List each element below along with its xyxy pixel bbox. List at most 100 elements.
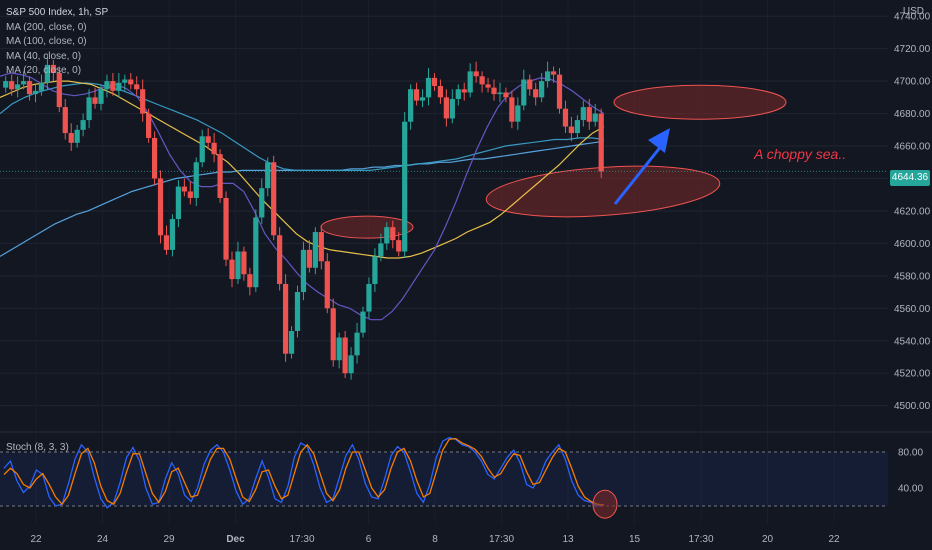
candle-body xyxy=(151,137,158,179)
price-tick-label: 4740.00 xyxy=(894,12,931,23)
candle-body xyxy=(437,86,444,98)
candle-body xyxy=(294,292,301,332)
candle-body xyxy=(467,71,473,93)
candle-body xyxy=(479,76,485,85)
candle-body xyxy=(253,217,259,288)
candle-body xyxy=(503,92,509,98)
candle-body xyxy=(461,89,467,93)
candle-body xyxy=(396,240,402,252)
candle-body xyxy=(348,355,354,374)
stoch-band xyxy=(0,452,888,506)
candle-body xyxy=(562,108,569,127)
time-axis[interactable]: 22 24 29 Dec 17:30 6 8 17:30 13 15 17:30 20 22 xyxy=(30,534,840,545)
candle-body xyxy=(449,98,455,119)
candle-body xyxy=(169,219,176,250)
candle-body xyxy=(32,90,39,95)
price-tick-label: 4660.00 xyxy=(894,142,931,153)
stoch-tick-label: 80.00 xyxy=(898,448,923,459)
candle-body xyxy=(187,191,193,198)
candle-body xyxy=(360,311,366,333)
candle-body xyxy=(140,89,146,114)
candle-body xyxy=(193,162,199,198)
ma-200-label[interactable]: MA (200, close, 0) xyxy=(6,21,87,33)
candle-body xyxy=(217,154,223,198)
candle-body xyxy=(533,89,539,98)
candle-body xyxy=(229,259,235,280)
price-tick-label: 4700.00 xyxy=(894,77,931,88)
time-tick-label: 8 xyxy=(432,534,438,545)
time-tick-label: 22 xyxy=(30,534,42,545)
candle-body xyxy=(223,197,229,260)
highlight-ellipse-target xyxy=(613,84,787,120)
stoch-line-d xyxy=(3,437,605,506)
candle-body xyxy=(175,186,182,220)
candle-body xyxy=(390,227,396,241)
ma-40-label[interactable]: MA (40, close, 0) xyxy=(6,50,82,62)
candle-body xyxy=(26,81,33,95)
time-tick-label: Dec xyxy=(226,534,245,545)
price-tick-label: 4620.00 xyxy=(894,206,931,217)
candlesticks xyxy=(3,55,604,380)
candle-body xyxy=(378,243,384,257)
price-tick-label: 4600.00 xyxy=(894,239,931,250)
candle-body xyxy=(473,71,479,77)
candle-body xyxy=(455,89,461,99)
candle-body xyxy=(68,133,74,143)
candle-body xyxy=(44,64,51,83)
candle-body xyxy=(515,105,521,122)
candle-body xyxy=(408,89,414,122)
candle-body xyxy=(80,120,86,130)
candle-body xyxy=(580,107,586,121)
candle-body xyxy=(98,89,104,104)
price-tick-label: 4560.00 xyxy=(894,304,931,315)
annotation-text: A choppy sea.. xyxy=(754,146,847,162)
time-tick-label: 13 xyxy=(562,534,574,545)
candle-body xyxy=(38,82,45,91)
time-tick-label: 17:30 xyxy=(489,534,514,545)
candle-body xyxy=(265,162,271,189)
candle-body xyxy=(110,81,116,91)
price-tick-label: 4540.00 xyxy=(894,336,931,347)
stoch-line-k xyxy=(3,436,605,509)
candle-body xyxy=(235,251,241,280)
stoch-highlight-ellipse xyxy=(592,489,618,519)
candle-body xyxy=(116,82,122,91)
time-tick-label: 6 xyxy=(366,534,372,545)
currency-label: USD xyxy=(902,6,924,17)
price-tick-label: 4520.00 xyxy=(894,369,931,380)
candle-body xyxy=(366,283,372,312)
candle-body xyxy=(491,87,497,95)
time-tick-label: 15 xyxy=(629,534,641,545)
candle-body xyxy=(277,235,283,284)
candle-body xyxy=(556,74,563,109)
candle-body xyxy=(134,84,140,90)
candle-body xyxy=(330,308,336,361)
candle-body xyxy=(318,232,324,262)
arrow-head xyxy=(648,128,670,153)
candle-body xyxy=(163,235,170,250)
candle-body xyxy=(3,81,9,88)
candle-body xyxy=(431,77,438,86)
candle-body xyxy=(74,129,80,143)
candle-body xyxy=(509,97,515,122)
candle-body xyxy=(181,186,187,192)
symbol-title[interactable]: S&P 500 Index, 1h, SP xyxy=(6,7,109,18)
candle-body xyxy=(342,337,348,374)
stochastic-panel[interactable]: 40.00 80.00 xyxy=(0,431,932,519)
time-tick-label: 17:30 xyxy=(688,534,713,545)
candle-body xyxy=(259,188,265,218)
candle-body xyxy=(425,77,432,98)
candle-body xyxy=(146,113,152,138)
candle-body xyxy=(586,107,592,122)
stoch-indicator-label[interactable]: Stoch (8, 3, 3) xyxy=(6,442,69,453)
candle-body xyxy=(199,136,205,163)
candle-body xyxy=(485,84,491,88)
price-tick-label: 4680.00 xyxy=(894,109,931,120)
highlight-ellipses xyxy=(320,84,787,239)
ma-100-label[interactable]: MA (100, close, 0) xyxy=(6,36,87,47)
ma-20-label[interactable]: MA (20, close, 0) xyxy=(6,65,82,76)
candle-body xyxy=(122,79,128,83)
candle-body xyxy=(56,73,62,108)
